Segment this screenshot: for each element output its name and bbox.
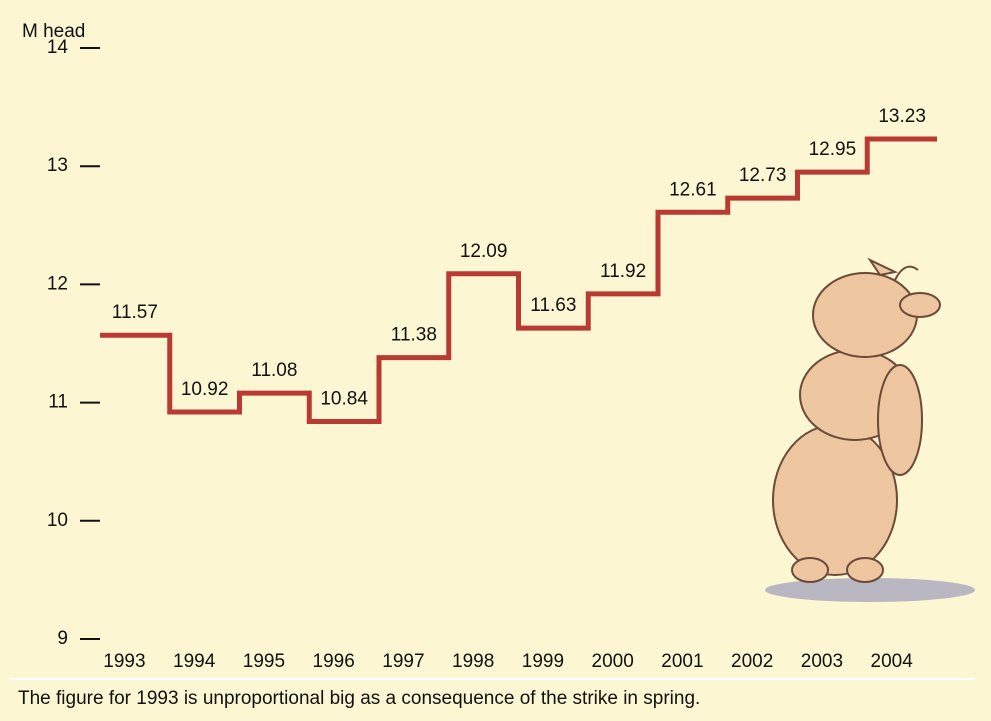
data-label: 12.73: [739, 165, 787, 186]
data-label: 12.09: [460, 241, 508, 262]
data-label: 10.92: [181, 379, 229, 400]
x-tick-label: 1993: [103, 651, 145, 672]
y-tick-label: 14: [47, 37, 69, 58]
x-tick-label: 2004: [871, 651, 914, 672]
y-tick-label: 9: [57, 628, 68, 649]
x-tick-label: 1999: [522, 651, 564, 672]
y-tick-label: 13: [47, 155, 68, 176]
x-tick-label: 1994: [173, 651, 216, 672]
data-label: 12.61: [669, 179, 717, 200]
x-tick-label: 1996: [313, 651, 355, 672]
x-tick-label: 2002: [731, 651, 773, 672]
data-label: 10.84: [320, 389, 368, 410]
data-label: 11.57: [112, 302, 158, 323]
footnote: The figure for 1993 is unproportional bi…: [18, 688, 700, 709]
data-label: 11.38: [391, 325, 437, 346]
y-tick-label: 11: [48, 392, 68, 413]
x-tick-label: 1998: [452, 651, 494, 672]
y-tick-label: 10: [47, 510, 68, 531]
y-tick-label: 12: [47, 273, 68, 294]
x-tick-label: 1997: [382, 651, 424, 672]
page: M head The figure for 1993 is unproporti…: [0, 0, 991, 721]
data-label: 11.92: [600, 261, 646, 282]
data-label: 11.63: [530, 295, 576, 316]
chart: M head The figure for 1993 is unproporti…: [0, 0, 991, 721]
x-tick-label: 1995: [243, 651, 285, 672]
data-label: 11.08: [251, 360, 297, 381]
x-tick-label: 2000: [592, 651, 634, 672]
data-label: 12.95: [809, 139, 857, 160]
data-label: 13.23: [878, 106, 926, 127]
x-tick-label: 2001: [661, 651, 703, 672]
x-tick-label: 2003: [801, 651, 843, 672]
